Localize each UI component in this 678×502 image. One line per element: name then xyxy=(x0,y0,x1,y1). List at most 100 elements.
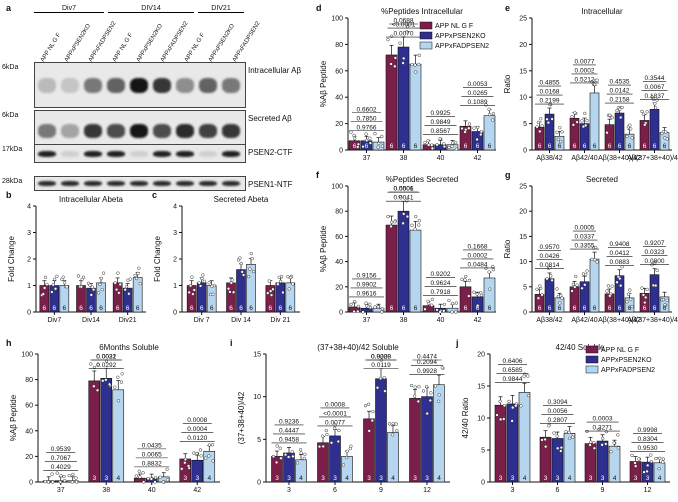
data-point xyxy=(356,142,361,146)
data-point xyxy=(645,110,649,114)
blot-strip xyxy=(34,144,246,163)
data-point xyxy=(460,126,464,131)
x-tick-label: 9 xyxy=(379,487,383,494)
data-point xyxy=(191,292,195,296)
y-tick-label: 20 xyxy=(335,284,343,291)
data-point xyxy=(210,284,214,288)
data-point xyxy=(619,284,623,288)
data-point xyxy=(277,275,281,280)
data-point xyxy=(210,443,215,447)
x-tick-label: 3 xyxy=(287,487,291,494)
y-tick-label: 40 xyxy=(335,259,343,266)
data-point xyxy=(590,257,594,262)
data-point xyxy=(348,447,352,451)
data-point xyxy=(271,287,275,291)
data-point xyxy=(630,304,634,309)
x-tick-label: 40 xyxy=(437,317,445,324)
p-value-label: 0.9849 xyxy=(431,119,451,126)
p-value-label: 0.8832 xyxy=(142,460,162,467)
p-value-label: 0.9207 xyxy=(645,240,665,247)
data-point xyxy=(536,120,541,125)
data-point xyxy=(463,130,467,134)
y-tick-label: 0 xyxy=(339,310,343,317)
data-point xyxy=(51,480,55,484)
n-label: 3 xyxy=(367,475,371,482)
data-point xyxy=(575,283,579,287)
data-point xyxy=(349,302,353,307)
data-point xyxy=(654,106,658,110)
p-value-label: 0.4474 xyxy=(417,354,437,361)
n-label: 3 xyxy=(275,475,279,482)
data-point xyxy=(416,399,420,404)
x-tick-label: Div14 xyxy=(82,317,100,324)
data-point xyxy=(499,417,503,421)
n-label: 6 xyxy=(643,143,647,150)
blot-band xyxy=(38,151,56,157)
data-point xyxy=(559,449,563,453)
data-point xyxy=(71,472,75,477)
data-point xyxy=(137,469,142,474)
data-point xyxy=(574,274,578,279)
p-value-label: 0.1837 xyxy=(645,93,665,100)
n-label: 4 xyxy=(116,475,120,482)
data-point xyxy=(89,293,93,297)
data-point xyxy=(380,134,384,139)
blot-strip xyxy=(34,62,246,108)
y-tick-label: 20 xyxy=(335,121,343,128)
p-value-label: 0.0041 xyxy=(394,195,414,202)
p-value-label: 0.9236 xyxy=(279,418,299,425)
data-point xyxy=(570,115,574,119)
data-point xyxy=(479,130,484,134)
data-point xyxy=(451,141,455,145)
data-point xyxy=(645,287,649,292)
p-value-label: 0.4447 xyxy=(279,427,299,434)
n-label: 6 xyxy=(538,305,542,312)
p-value-label: 0.1668 xyxy=(468,243,488,250)
x-tick-label: 37 xyxy=(363,155,371,162)
data-point xyxy=(580,286,584,290)
n-label: 6 xyxy=(583,143,587,150)
data-point xyxy=(605,131,609,135)
blot-band xyxy=(199,181,217,186)
p-value-label: 0.0002 xyxy=(575,67,595,74)
data-point xyxy=(447,145,451,150)
p-value-label: 0.0265 xyxy=(468,90,488,97)
data-point xyxy=(376,305,380,309)
data-point xyxy=(58,480,62,484)
chart-j: 42/40 Soluble 0 5 10 15 20 42/40 Ratio 3 3 3 4 0.98… xyxy=(461,343,670,494)
n-label: 3 xyxy=(195,475,199,482)
data-point xyxy=(644,295,648,300)
data-point xyxy=(442,302,447,307)
p-value-label: 0.0120 xyxy=(187,435,207,442)
data-point xyxy=(549,274,553,278)
data-point xyxy=(303,452,307,457)
data-point xyxy=(540,124,544,128)
p-value-label: 0.9570 xyxy=(540,244,560,251)
chart-h: 6Months Soluble 0 20 40 60 80 100 %Aβ Peptide 37… xyxy=(9,343,220,494)
n-label: 6 xyxy=(63,305,67,312)
blot-band xyxy=(84,151,102,157)
y-tick-label: 0 xyxy=(173,310,177,317)
data-point xyxy=(417,62,421,66)
data-point xyxy=(324,428,328,433)
p-value-label: 0.2094 xyxy=(417,359,437,366)
x-tick-label: 38 xyxy=(400,155,408,162)
x-tick-label: 9 xyxy=(601,487,605,494)
p-value-label: 0.9902 xyxy=(357,281,377,288)
n-label: 6 xyxy=(229,305,233,312)
blot-band xyxy=(84,124,102,138)
data-point xyxy=(472,126,476,130)
data-point xyxy=(363,404,368,408)
data-point xyxy=(96,362,100,367)
data-point xyxy=(609,450,613,454)
data-point xyxy=(460,277,464,282)
data-point xyxy=(487,107,491,111)
p-value-label: 0.8304 xyxy=(638,436,658,443)
n-label: 4 xyxy=(345,475,349,482)
data-point xyxy=(430,146,435,150)
data-point xyxy=(442,144,447,149)
data-point xyxy=(229,281,233,285)
y-tick-label: 10 xyxy=(253,394,261,401)
data-point xyxy=(558,126,562,130)
